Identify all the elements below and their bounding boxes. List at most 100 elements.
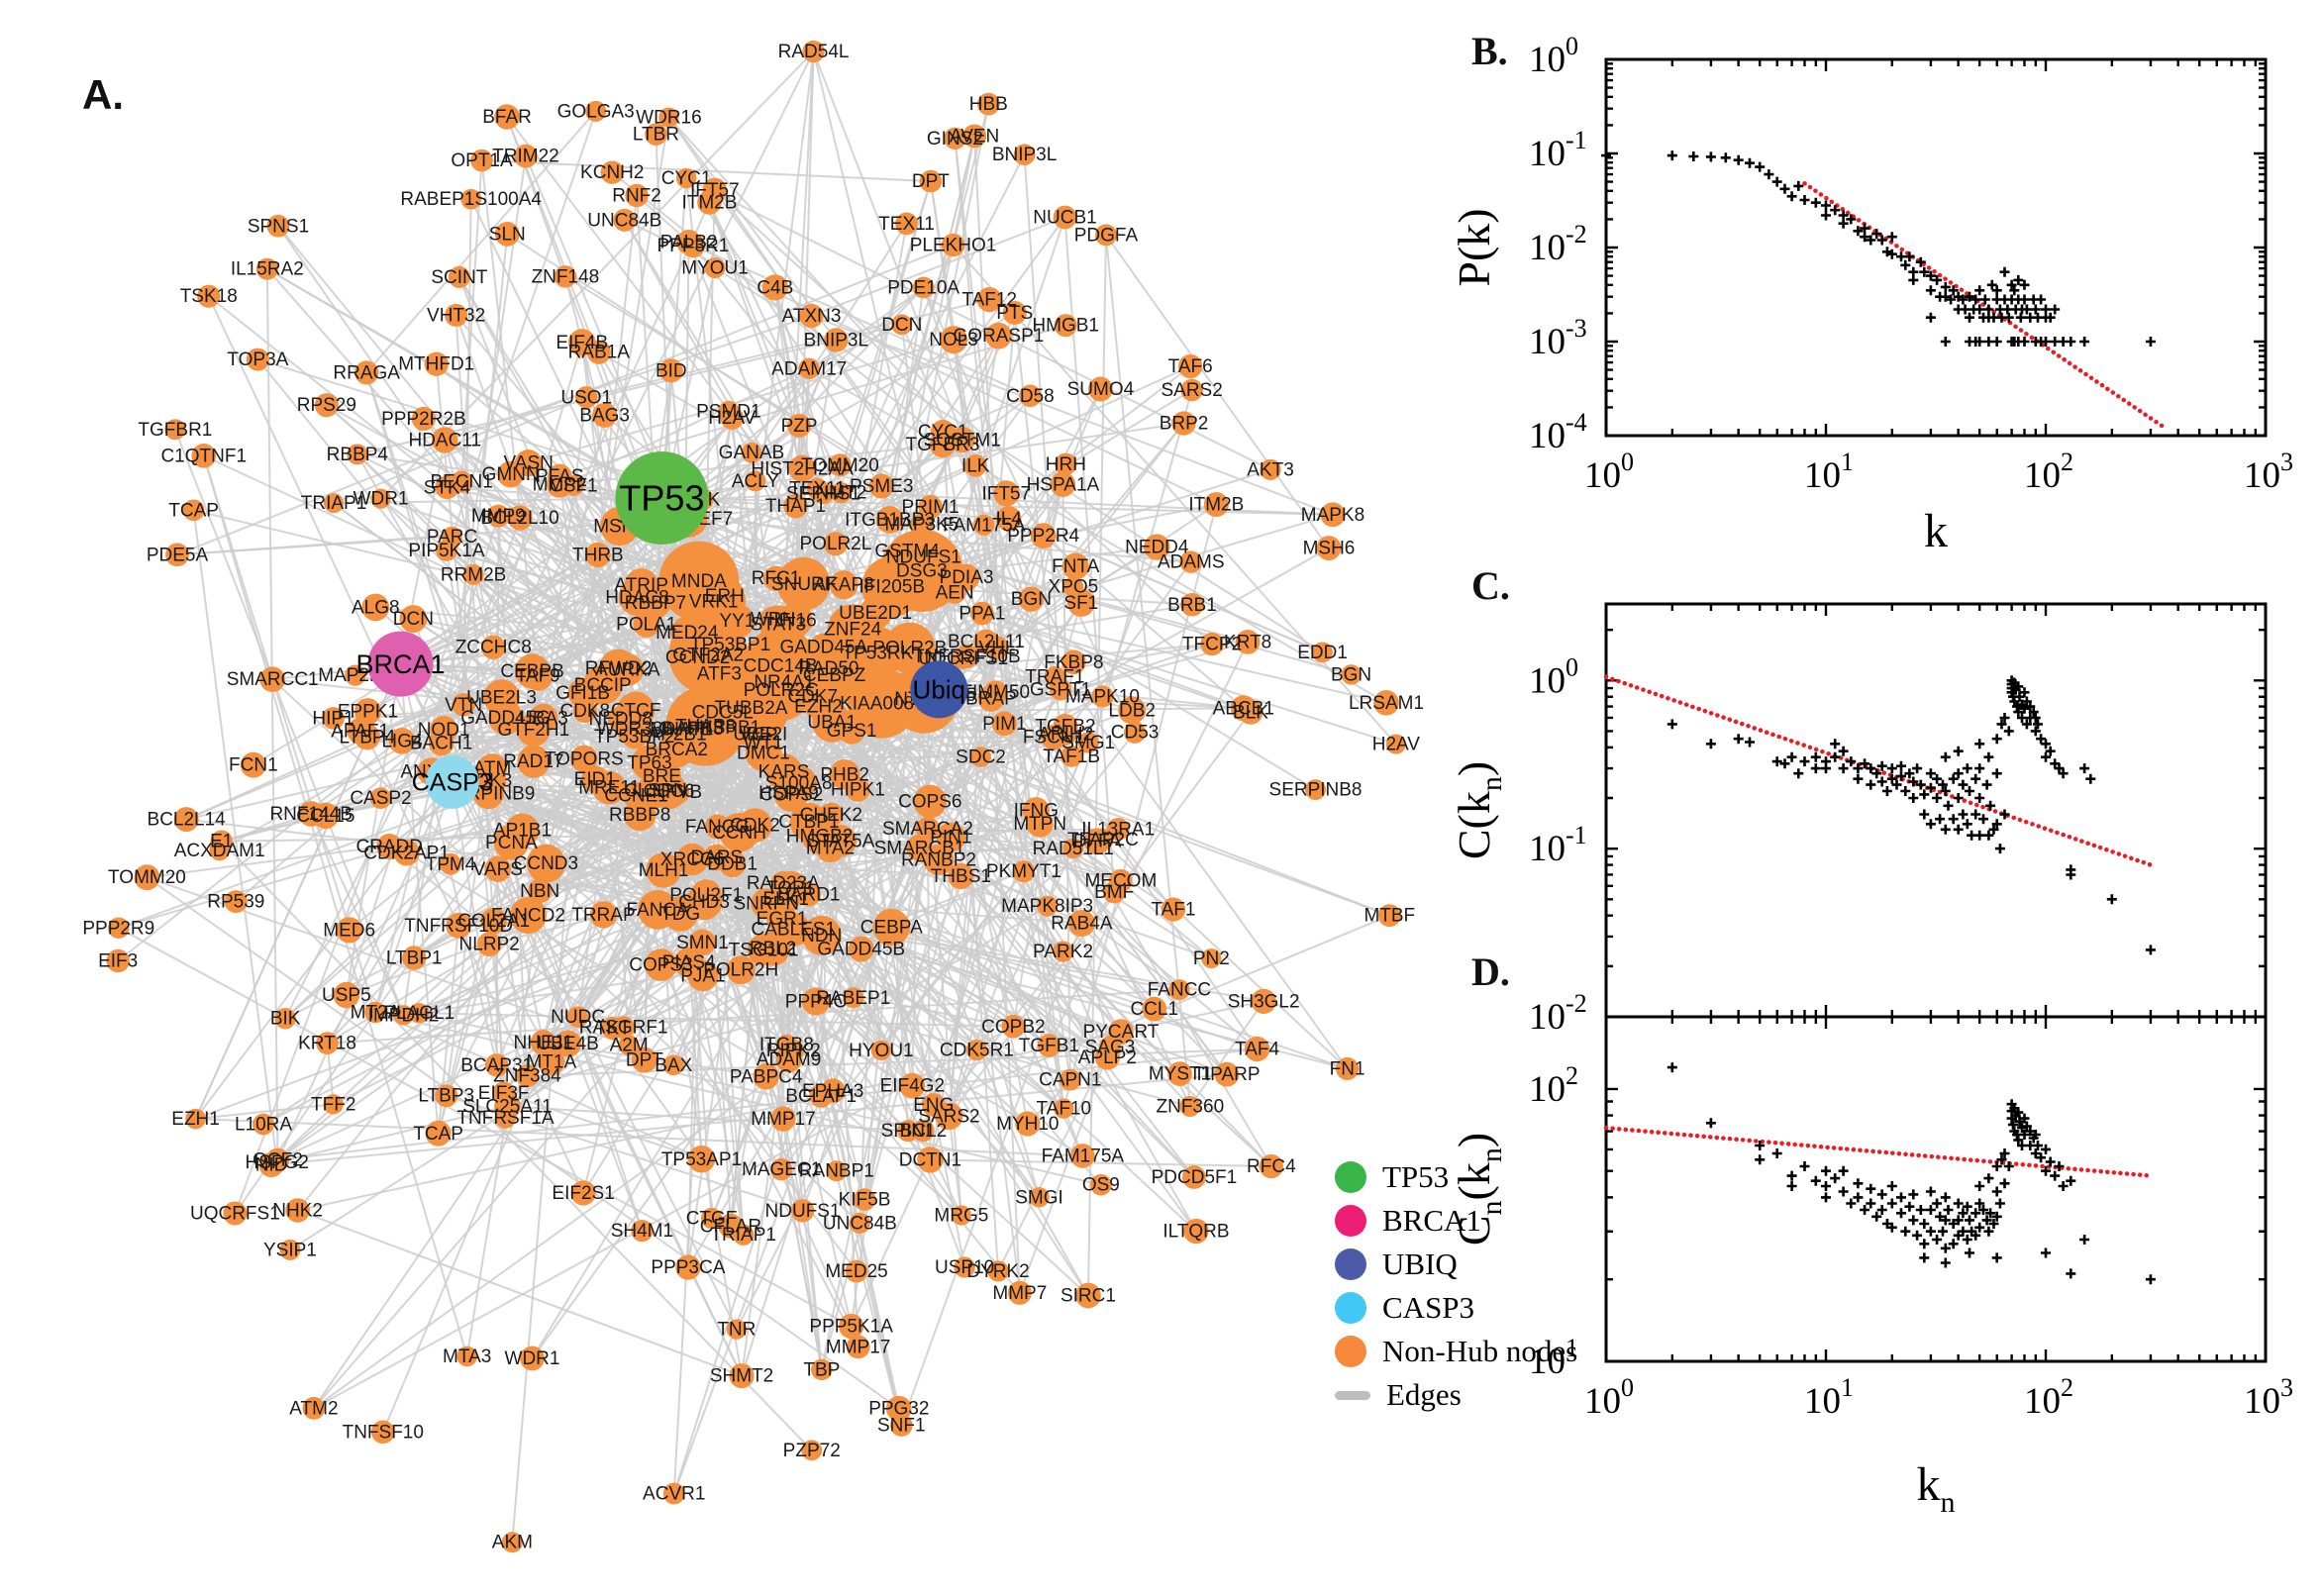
- svg-text:BAG3: BAG3: [579, 405, 630, 426]
- svg-text:UBE2D1: UBE2D1: [839, 603, 912, 624]
- tick-label: 100: [1529, 652, 1578, 701]
- svg-text:DCN: DCN: [881, 315, 922, 336]
- svg-text:H2AV: H2AV: [1372, 735, 1421, 755]
- svg-text:BRCA2: BRCA2: [646, 740, 708, 760]
- svg-text:BRP2: BRP2: [1160, 414, 1209, 435]
- svg-text:RIPK2: RIPK2: [766, 1041, 821, 1061]
- svg-text:FANCC: FANCC: [1148, 980, 1211, 1001]
- legend-item: Edges: [1335, 1376, 1577, 1414]
- svg-text:SH4M1: SH4M1: [611, 1221, 673, 1242]
- svg-text:ATM2: ATM2: [289, 1398, 338, 1419]
- fit-line-B: [1802, 181, 2169, 431]
- svg-text:DAPK3: DAPK3: [661, 719, 723, 740]
- legend-item: Non-Hub nodes: [1335, 1333, 1577, 1370]
- legend-item-label: BRCA1: [1382, 1203, 1481, 1238]
- legend-item: BRCA1: [1335, 1202, 1577, 1240]
- svg-text:BNIP3L: BNIP3L: [804, 330, 868, 350]
- svg-text:SUMO4: SUMO4: [1067, 379, 1135, 400]
- network-panel: TP53RKKIAA0087THAP8CDC14BDSG3NTHL1SNURFC…: [82, 40, 1424, 1553]
- svg-text:APAF1: APAF1: [331, 721, 389, 742]
- svg-text:FAM175A: FAM175A: [1042, 1146, 1125, 1166]
- svg-text:MMP9: MMP9: [471, 506, 526, 527]
- svg-text:CYC1: CYC1: [661, 168, 712, 189]
- svg-text:AEN: AEN: [936, 582, 974, 603]
- svg-text:KARS: KARS: [758, 762, 810, 783]
- svg-text:RAB4A: RAB4A: [1051, 914, 1113, 935]
- svg-text:BCL2: BCL2: [900, 1121, 948, 1142]
- svg-text:BCL2L11: BCL2L11: [948, 632, 1025, 652]
- svg-text:TUBB2A: TUBB2A: [715, 698, 788, 719]
- panel-label-c: C.: [1471, 563, 1510, 608]
- svg-text:CSF1: CSF1: [550, 475, 598, 496]
- svg-text:ZNF148: ZNF148: [532, 266, 600, 287]
- svg-text:HIPK1: HIPK1: [831, 780, 885, 801]
- svg-text:SARS2: SARS2: [918, 1106, 979, 1127]
- svg-text:YSIP1: YSIP1: [263, 1240, 317, 1260]
- svg-text:RNF144B: RNF144B: [269, 804, 352, 825]
- svg-text:MTBF: MTBF: [1364, 906, 1415, 927]
- legend-item-label: Edges: [1386, 1377, 1462, 1412]
- svg-text:RABEP1: RABEP1: [816, 988, 890, 1009]
- svg-text:TNFSF10: TNFSF10: [343, 1422, 424, 1443]
- svg-text:UNC84B: UNC84B: [823, 1213, 897, 1234]
- hub-node-brca1: [367, 631, 434, 697]
- svg-text:EIF2S1: EIF2S1: [552, 1183, 614, 1204]
- svg-text:PDCD5F1: PDCD5F1: [1152, 1167, 1238, 1188]
- svg-text:CYC1: CYC1: [918, 422, 968, 443]
- svg-text:TGFBR1: TGFBR1: [138, 420, 212, 441]
- svg-text:TCAP: TCAP: [168, 500, 219, 521]
- svg-text:VTN: VTN: [445, 695, 482, 716]
- tick-label: 10-1: [1529, 821, 1587, 869]
- svg-text:SDC2: SDC2: [956, 748, 1006, 768]
- svg-text:COPS6: COPS6: [898, 791, 961, 812]
- svg-text:PFAS: PFAS: [536, 466, 584, 487]
- svg-text:BRB1: BRB1: [1167, 595, 1217, 616]
- svg-text:CRADD: CRADD: [355, 837, 423, 857]
- svg-text:DDB1: DDB1: [707, 854, 758, 875]
- svg-text:VHL: VHL: [979, 638, 1016, 658]
- svg-text:NEDD4: NEDD4: [1125, 538, 1189, 558]
- network-nodes: [106, 40, 1406, 1553]
- svg-text:PPP3R1: PPP3R1: [656, 236, 729, 256]
- svg-text:TGFBR3: TGFBR3: [906, 435, 980, 455]
- svg-text:MTA3: MTA3: [443, 1347, 491, 1367]
- svg-text:HYOU1: HYOU1: [849, 1041, 913, 1061]
- svg-text:CDK2AP1: CDK2AP1: [363, 843, 450, 863]
- legend: TP53 BRCA1 UBIQ CASP3 Non-Hub nodes Edges: [1335, 1158, 1577, 1414]
- svg-text:ADAM17: ADAM17: [771, 358, 847, 379]
- svg-text:TRRAP: TRRAP: [571, 905, 635, 926]
- svg-text:NUDC: NUDC: [551, 1007, 605, 1028]
- svg-text:TIPARP: TIPARP: [1193, 1064, 1260, 1085]
- svg-text:PIM1: PIM1: [982, 714, 1026, 735]
- svg-text:TP53BP1: TP53BP1: [690, 635, 770, 655]
- svg-text:TIMM50: TIMM50: [960, 682, 1030, 703]
- svg-text:SMN1: SMN1: [676, 933, 729, 953]
- svg-text:LTBP3: LTBP3: [418, 1086, 474, 1107]
- svg-text:TPM4: TPM4: [426, 854, 476, 875]
- svg-text:GORASP1: GORASP1: [953, 326, 1044, 347]
- svg-text:HSPA1A: HSPA1A: [1027, 474, 1100, 495]
- svg-text:MMP2: MMP2: [533, 475, 587, 496]
- svg-text:BAX: BAX: [655, 1055, 692, 1076]
- svg-text:DYRK2: DYRK2: [966, 1261, 1029, 1282]
- svg-text:SNRPN: SNRPN: [733, 894, 799, 915]
- tick-label: 103: [2244, 1373, 2293, 1422]
- svg-text:CCNE1: CCNE1: [604, 785, 667, 806]
- svg-text:PSMD1: PSMD1: [696, 402, 760, 423]
- svg-text:TSK18: TSK18: [180, 286, 238, 307]
- svg-text:MTHFD1: MTHFD1: [398, 354, 474, 375]
- svg-text:NDUFS1: NDUFS1: [886, 547, 961, 567]
- svg-text:CHD3: CHD3: [678, 892, 730, 913]
- svg-text:SMARCC1: SMARCC1: [227, 669, 319, 690]
- svg-text:CCL1: CCL1: [1130, 999, 1178, 1020]
- svg-text:ITGB8: ITGB8: [759, 1035, 814, 1055]
- svg-text:MRE11: MRE11: [578, 778, 640, 799]
- svg-text:TOMM20: TOMM20: [108, 867, 186, 888]
- tick-label: 10-3: [1529, 314, 1587, 362]
- svg-text:YY1: YY1: [719, 611, 755, 632]
- svg-text:MED24: MED24: [656, 623, 719, 644]
- svg-text:KRT18: KRT18: [298, 1034, 356, 1054]
- tick-label: 101: [1804, 1373, 1854, 1422]
